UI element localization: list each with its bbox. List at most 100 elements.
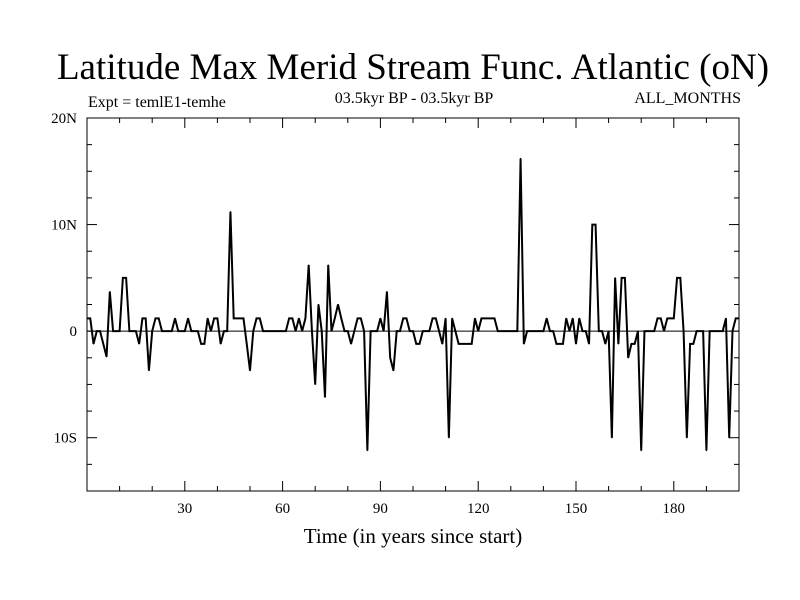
data-point [471, 343, 473, 345]
x-tick-label: 150 [565, 501, 588, 517]
data-point [438, 330, 440, 332]
data-point [99, 330, 101, 332]
data-point [604, 343, 606, 345]
data-point [86, 317, 88, 319]
data-point [461, 343, 463, 345]
data-point [200, 343, 202, 345]
data-point [151, 330, 153, 332]
data-point [702, 330, 704, 332]
data-point [608, 330, 610, 332]
data-point [158, 317, 160, 319]
data-point [171, 330, 173, 332]
data-point [738, 317, 740, 319]
data-point [285, 330, 287, 332]
data-point [363, 330, 365, 332]
x-tick-label: 180 [663, 501, 686, 517]
data-point [731, 330, 734, 332]
x-tick-label: 120 [467, 501, 490, 517]
data-point [725, 317, 727, 319]
data-point [422, 330, 424, 332]
data-point [92, 343, 95, 345]
data-point [330, 330, 333, 332]
data-point [467, 343, 470, 345]
data-point [174, 317, 176, 319]
chart-title: Latitude Max Merid Stream Func. Atlantic… [57, 47, 769, 88]
data-point [637, 330, 639, 332]
data-point [210, 330, 212, 332]
data-point [379, 317, 381, 319]
data-point [164, 330, 166, 332]
data-point [552, 330, 554, 332]
data-point [334, 317, 336, 319]
data-point [431, 317, 434, 319]
data-point [611, 437, 613, 439]
data-point [259, 317, 261, 319]
data-point [229, 211, 232, 213]
data-point [370, 330, 372, 332]
data-point [549, 330, 551, 332]
data-point [728, 437, 730, 439]
data-point [356, 317, 359, 319]
data-point [454, 330, 456, 332]
data-point [588, 343, 590, 345]
data-point [96, 330, 98, 332]
data-point [722, 330, 724, 332]
data-point [145, 317, 147, 319]
data-point [696, 330, 698, 332]
data-point [480, 317, 483, 319]
data-point [458, 343, 460, 345]
data-point [122, 277, 124, 279]
data-point [275, 330, 277, 332]
data-point [559, 343, 561, 345]
data-point [643, 330, 646, 332]
data-point [291, 317, 293, 319]
data-point [340, 317, 342, 319]
data-points [86, 157, 740, 452]
data-point [236, 317, 238, 319]
data-point [203, 343, 205, 345]
data-point [141, 317, 144, 319]
data-point [500, 330, 502, 332]
data-point [578, 317, 580, 319]
data-point [669, 317, 672, 319]
axis-ticks [87, 118, 739, 491]
data-point [132, 330, 134, 332]
data-point [184, 330, 186, 332]
data-point [445, 317, 447, 319]
y-tick-label: 20N [51, 111, 77, 127]
data-point [519, 157, 522, 160]
data-point [265, 330, 267, 332]
data-point [125, 277, 127, 279]
data-point [304, 317, 307, 319]
data-point [630, 343, 633, 345]
data-point [109, 291, 111, 293]
y-tick-labels: 10S 0 10N 20N [51, 111, 77, 447]
data-point [249, 369, 251, 372]
data-point [614, 277, 616, 279]
x-axis-title: Time (in years since start) [304, 524, 523, 548]
data-point [627, 357, 629, 359]
data-point [412, 330, 414, 332]
x-tick-label: 60 [275, 501, 290, 517]
data-point [546, 317, 548, 319]
data-point [226, 330, 228, 332]
data-point [180, 330, 183, 332]
data-point [220, 343, 222, 345]
data-point [298, 317, 300, 319]
data-point [138, 343, 140, 345]
data-point [539, 330, 541, 332]
data-point [360, 317, 362, 319]
y-tick-label: 0 [70, 324, 78, 340]
data-point [239, 317, 241, 319]
data-point [679, 277, 681, 279]
data-point [506, 330, 509, 332]
data-point [709, 330, 711, 332]
data-point [565, 317, 567, 319]
data-point [376, 330, 378, 332]
data-point [435, 317, 437, 319]
data-point [216, 317, 218, 319]
data-point [89, 317, 91, 319]
data-point [594, 223, 597, 226]
data-point [161, 330, 163, 332]
